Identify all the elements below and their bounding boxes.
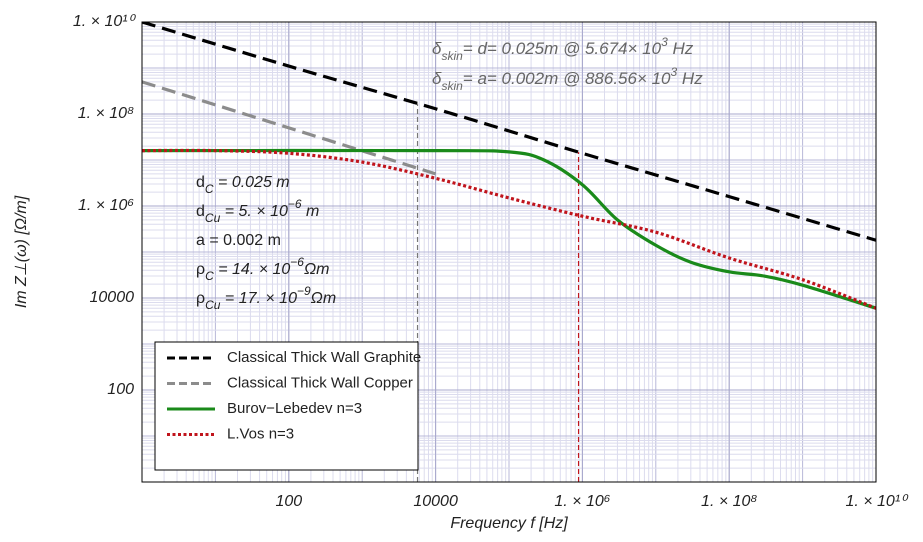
x-tick-label: 1. × 10¹⁰ bbox=[845, 493, 909, 510]
text-part: d bbox=[196, 203, 205, 220]
legend-label: Classical Thick Wall Graphite bbox=[227, 349, 421, 366]
text-part: C bbox=[205, 269, 214, 283]
legend-label: L.Vos n=3 bbox=[227, 425, 294, 442]
x-tick-label: 10000 bbox=[413, 493, 458, 510]
legend-label: Classical Thick Wall Copper bbox=[227, 374, 413, 391]
text-part: = 17. × 10 bbox=[220, 290, 297, 307]
series-line bbox=[142, 80, 437, 176]
annotation: δskin= a= 0.002m @ 886.56× 103 Hz bbox=[432, 65, 703, 93]
text-part: = 0.025 m bbox=[214, 174, 290, 191]
text-part: −6 bbox=[288, 197, 302, 211]
parameter: ρCu = 17. × 10−9Ωm bbox=[196, 284, 336, 312]
y-tick-label: 10000 bbox=[90, 289, 135, 306]
text-part: −9 bbox=[297, 284, 311, 298]
text-part: ρ bbox=[196, 290, 205, 307]
x-tick-label: 100 bbox=[275, 493, 302, 510]
parameter: dCu = 5. × 10−6 m bbox=[196, 197, 319, 225]
x-tick-label: 1. × 10⁸ bbox=[701, 493, 757, 510]
x-axis-label: Frequency f [Hz] bbox=[450, 515, 568, 532]
text-part: ρ bbox=[196, 261, 205, 278]
text-part: Ωm bbox=[311, 290, 337, 307]
text-part: a = 0.002 m bbox=[196, 232, 281, 249]
annotation: δskin= d= 0.025m @ 5.674× 103 Hz bbox=[432, 35, 694, 63]
y-axis-label: Im Z⊥(ω) [Ω/m] bbox=[13, 195, 30, 308]
text-part: = 14. × 10 bbox=[214, 261, 291, 278]
parameter: dC = 0.025 m bbox=[196, 174, 290, 196]
text-part: δ bbox=[432, 69, 442, 88]
y-tick-label: 1. × 10¹⁰ bbox=[73, 13, 137, 30]
legend-label: Burov−Lebedev n=3 bbox=[227, 400, 362, 417]
text-part: Cu bbox=[205, 211, 221, 225]
text-part: 3 bbox=[661, 35, 668, 49]
text-part: = d= 0.025m @ 5.674× 10 bbox=[463, 39, 662, 58]
text-part: skin bbox=[441, 49, 463, 63]
text-part: Cu bbox=[205, 298, 221, 312]
parameter: ρC = 14. × 10−6Ωm bbox=[196, 255, 329, 283]
text-part: d bbox=[196, 174, 205, 191]
y-tick-label: 1. × 10⁸ bbox=[78, 105, 134, 122]
text-part: Hz bbox=[668, 39, 694, 58]
text-part: = 5. × 10 bbox=[220, 203, 288, 220]
y-tick-label: 1. × 10⁶ bbox=[78, 197, 134, 214]
text-part: C bbox=[205, 182, 214, 196]
series-line bbox=[142, 22, 876, 242]
text-part: −6 bbox=[290, 255, 304, 269]
parameter: a = 0.002 m bbox=[196, 232, 281, 249]
text-part: skin bbox=[441, 79, 463, 93]
y-tick-label: 100 bbox=[107, 381, 134, 398]
text-part: δ bbox=[432, 39, 442, 58]
series-line bbox=[142, 148, 876, 310]
series-line bbox=[142, 148, 876, 310]
x-tick-label: 1. × 10⁶ bbox=[554, 493, 610, 510]
text-part: Ωm bbox=[304, 261, 330, 278]
text-part: m bbox=[302, 203, 320, 220]
plot-frame bbox=[141, 21, 877, 483]
text-part: Hz bbox=[677, 69, 703, 88]
text-part: = a= 0.002m @ 886.56× 10 bbox=[463, 69, 671, 88]
text-part: 3 bbox=[671, 65, 678, 79]
legend-box bbox=[154, 341, 419, 471]
